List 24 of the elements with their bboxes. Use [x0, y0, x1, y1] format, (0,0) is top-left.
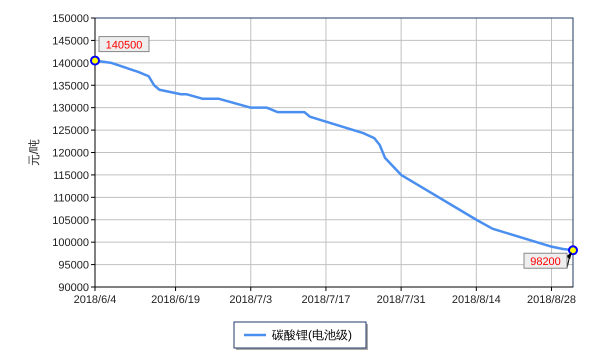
y-axis-title: 元/吨 [27, 138, 41, 166]
y-tick-label: 120000 [52, 148, 89, 160]
x-tick-label: 2018/7/31 [376, 294, 426, 306]
x-tick-label: 2018/6/19 [151, 294, 200, 306]
y-tick-label: 95000 [58, 260, 89, 272]
x-tick-label: 2018/7/3 [229, 294, 272, 306]
y-tick-label: 135000 [52, 80, 89, 92]
x-tick-label: 2018/6/4 [74, 294, 116, 306]
y-tick-label: 140000 [52, 58, 89, 70]
y-tick-label: 100000 [52, 237, 89, 250]
y-tick-label: 90000 [58, 282, 89, 294]
y-tick-label: 110000 [53, 192, 89, 204]
y-tick-label: 115000 [53, 170, 89, 182]
x-tick-label: 2018/8/28 [527, 294, 576, 306]
y-tick-label: 125000 [52, 125, 89, 138]
legend-label: 碳酸锂(电池级) [271, 328, 352, 342]
y-tick-label: 130000 [52, 102, 89, 115]
annotation: 140500 [106, 40, 142, 52]
y-tick-label: 150000 [52, 13, 89, 25]
y-tick-label: 105000 [52, 214, 89, 227]
annotation: 98200 [530, 256, 561, 268]
y-tick-label: 145000 [52, 35, 89, 48]
x-tick-label: 2018/7/17 [301, 294, 350, 306]
x-tick-label: 2018/8/14 [452, 294, 501, 306]
